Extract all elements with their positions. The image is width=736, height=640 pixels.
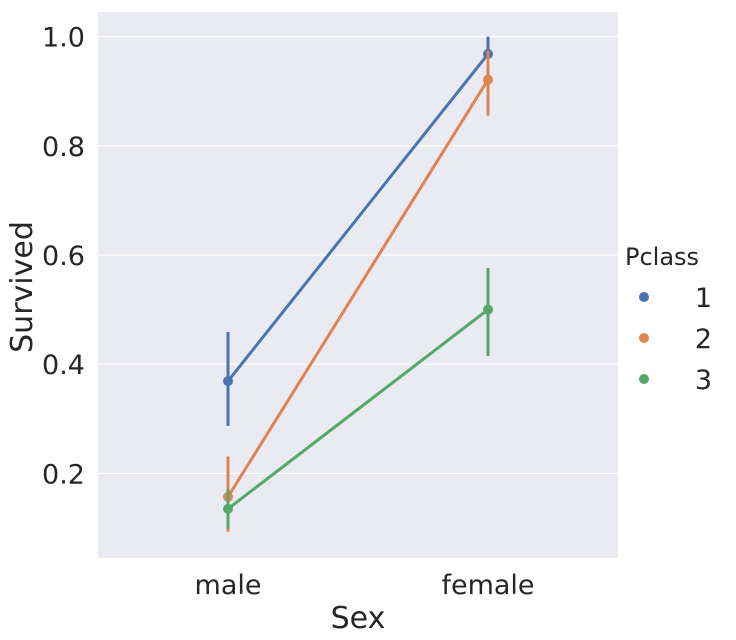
x-axis-label: Sex [331, 601, 386, 636]
legend-title: Pclass [625, 243, 699, 271]
y-tick-label: 0.2 [42, 459, 85, 490]
gridlines [98, 35, 618, 474]
series-3 [223, 268, 493, 529]
y-axis-label: Survived [5, 221, 40, 353]
series-layer [223, 36, 493, 532]
data-point [223, 376, 233, 387]
data-point [223, 503, 233, 514]
legend-marker [639, 292, 649, 302]
legend-label: 2 [695, 324, 712, 355]
series-line [226, 78, 490, 499]
legend-marker [639, 333, 649, 343]
y-tick-label: 0.4 [42, 350, 85, 381]
y-tick-labels: 0.2 0.4 0.6 0.8 1.0 [42, 23, 85, 491]
y-tick-label: 1.0 [42, 23, 85, 54]
legend: Pclass 1 2 3 [625, 243, 712, 396]
x-tick-label: male [195, 570, 262, 601]
data-point [483, 304, 493, 315]
legend-marker [639, 374, 649, 384]
x-tick-labels: male female [195, 570, 535, 601]
data-point [483, 74, 493, 85]
legend-label: 3 [695, 365, 712, 396]
series-line [226, 52, 490, 383]
x-tick-label: female [441, 570, 534, 601]
y-tick-label: 0.8 [42, 132, 85, 163]
plot-background [98, 12, 618, 558]
series-line [226, 308, 490, 511]
y-tick-label: 0.6 [42, 241, 85, 272]
legend-label: 1 [695, 283, 712, 314]
